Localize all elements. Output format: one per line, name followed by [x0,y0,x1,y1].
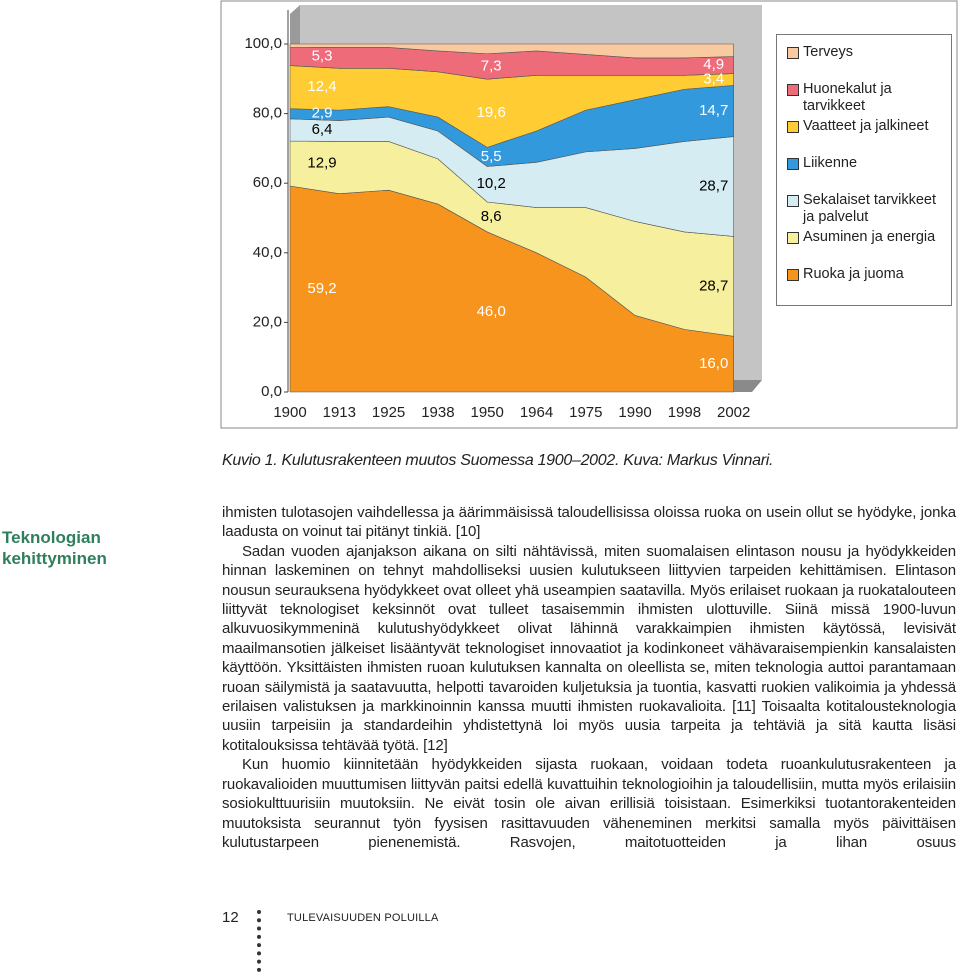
y-tick-label: 20,0 [253,313,282,330]
paragraph: Sadan vuoden ajanjakson aikana on silti … [222,542,956,754]
data-label: 6,4 [312,121,333,138]
x-tick-label: 1975 [569,404,602,421]
legend-swatch [787,47,799,59]
data-label: 12,9 [307,155,336,172]
paragraph: ihmisten tulotasojen vaihdellessa ja äär… [222,504,956,541]
legend-swatch [787,269,799,281]
data-label: 3,4 [703,70,724,87]
data-label: 28,7 [699,177,728,194]
y-tick-label: 60,0 [253,174,282,191]
data-label: 8,6 [481,208,502,225]
data-label: 7,3 [481,57,502,74]
x-tick-label: 1925 [372,404,405,421]
data-label: 16,0 [699,355,728,372]
data-label: 2,9 [312,105,333,122]
legend-item: Ruoka ja juoma [787,266,947,283]
body-text: ihmisten tulotasojen vaihdellessa ja äär… [222,503,956,852]
data-label: 10,2 [477,175,506,192]
legend-swatch [787,195,799,207]
legend: Terveys Huonekalut ja tarvikkeet Vaatteet … [776,34,952,306]
data-label: 12,4 [307,78,336,95]
legend-item: Asuminen ja energia [787,229,947,246]
x-tick-label: 1990 [618,404,651,421]
data-label: 5,3 [312,47,333,64]
data-label: 4,9 [703,56,724,73]
x-tick-label: 1964 [520,404,553,421]
legend-label: Ruoka ja juoma [803,266,904,282]
y-tick-label: 80,0 [253,105,282,122]
legend-item: Huonekalut ja tarvikkeet [787,81,947,115]
legend-swatch [787,121,799,133]
legend-item: Vaatteet ja jalkineet [787,118,947,135]
legend-label: Huonekalut ja tarvikkeet [803,81,892,114]
page-number: 12 [222,909,239,926]
data-label: 19,6 [477,104,506,121]
legend-label: Sekalaiset tarvikkeet ja palvelut [803,192,936,225]
x-tick-label: 1913 [323,404,356,421]
x-tick-label: 1998 [668,404,701,421]
data-label: 46,0 [477,303,506,320]
data-label: 28,7 [699,277,728,294]
legend-item: Liikenne [787,155,947,172]
legend-swatch [787,158,799,170]
y-tick-label: 100,0 [244,35,282,52]
y-tick-label: 40,0 [253,244,282,261]
x-tick-label: 1938 [421,404,454,421]
area [289,43,734,59]
footer-dots [257,910,265,972]
data-label: 14,7 [699,102,728,119]
figure-caption: Kuvio 1. Kulutusrakenteen muutos Suomess… [222,452,774,469]
legend-label: Asuminen ja energia [803,229,936,245]
legend-item: Sekalaiset tarvikkeet ja palvelut [787,192,947,226]
legend-label: Liikenne [803,155,858,171]
legend-swatch [787,232,799,244]
data-label: 5,5 [481,148,502,165]
footer-title: TULEVAISUUDEN POLUILLA [287,912,439,924]
legend-item: Terveys [787,44,947,61]
data-label: 59,2 [307,280,336,297]
x-tick-label: 2002 [717,404,750,421]
legend-label: Terveys [803,44,853,60]
legend-swatch [787,84,799,96]
x-tick-label: 1950 [471,404,504,421]
x-tick-label: 1900 [273,404,306,421]
paragraph: Kun huomio kiinnitetään hyödykkeiden sij… [222,756,956,851]
sidebar-heading: Teknologian kehittyminen [2,528,107,568]
y-tick-label: 0,0 [261,383,282,400]
legend-label: Vaatteet ja jalkineet [803,118,929,134]
